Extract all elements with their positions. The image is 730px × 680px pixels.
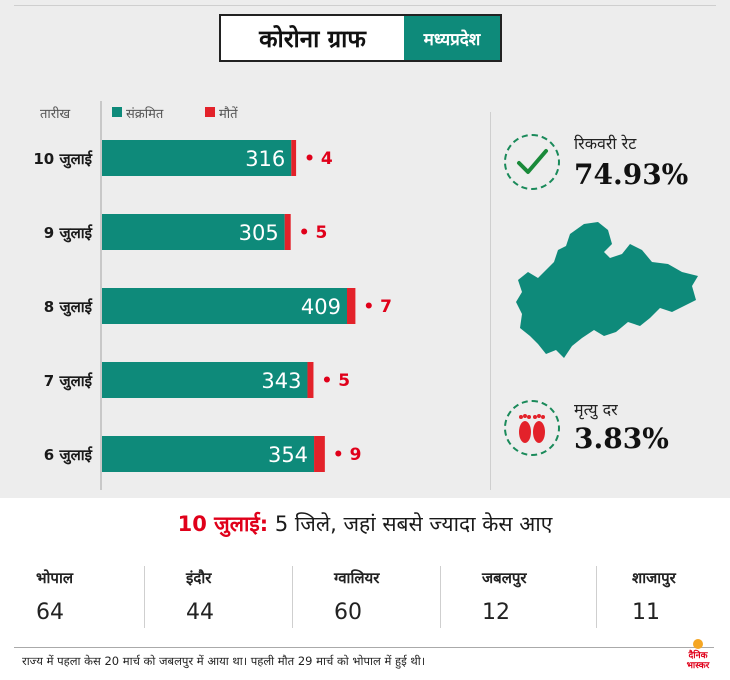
district-heading-text: 5 जिले, जहां सबसे ज्यादा केस आए <box>268 512 553 536</box>
bar-infected <box>102 436 315 472</box>
category-label: 10 जुलाई <box>33 150 92 168</box>
legend-swatch-deaths <box>205 107 215 117</box>
bar-deaths <box>291 140 297 176</box>
madhya-pradesh-map <box>516 222 698 358</box>
region-tag: मध्यप्रदेश <box>404 16 500 60</box>
district-item: ग्वालियर 60 <box>334 568 464 625</box>
bar-infected <box>102 140 292 176</box>
divider <box>144 566 145 628</box>
district-name: शाजापुर <box>632 569 676 587</box>
axis-label-date: तारीख <box>40 107 71 122</box>
divider <box>14 647 714 648</box>
district-item: जबलपुर 12 <box>482 568 612 625</box>
bar-chart: 316 • 4 305 • 5 409 • 7 343 • 5 354 • 9 <box>102 140 392 472</box>
category-label: 6 जुलाई <box>43 446 92 464</box>
footnote: राज्य में पहला केस 20 मार्च को जबलपुर मे… <box>22 654 426 668</box>
check-icon <box>504 134 560 190</box>
divider <box>14 5 716 6</box>
svg-text:दैनिक: दैनिक <box>687 649 708 661</box>
district-name: इंदौर <box>186 569 212 587</box>
data-label-infected: 316 <box>245 147 285 171</box>
category-label: 8 जुलाई <box>43 298 92 316</box>
category-label: 9 जुलाई <box>43 224 92 242</box>
recovery-rate-value: 74.93% <box>574 158 689 191</box>
district-heading: 10 जुलाई: 5 जिले, जहां सबसे ज्यादा केस आ… <box>0 510 730 538</box>
bar-deaths <box>347 288 356 324</box>
footprints-icon <box>504 400 560 456</box>
district-value: 11 <box>632 600 660 625</box>
data-label-deaths: • 5 <box>321 371 350 391</box>
divider <box>596 566 597 628</box>
bar-infected <box>102 214 285 250</box>
district-value: 12 <box>482 600 510 625</box>
mortality-rate-value: 3.83% <box>574 422 669 455</box>
mortality-rate-label: मृत्यु दर <box>574 400 618 419</box>
dainik-bhaskar-logo: दैनिक भास्कर <box>676 636 720 671</box>
bar-deaths <box>307 362 314 398</box>
district-item: भोपाल 64 <box>36 568 166 625</box>
recovery-rate-label: रिकवरी रेट <box>574 134 637 153</box>
district-item: इंदौर 44 <box>186 568 316 625</box>
district-value: 64 <box>36 600 64 625</box>
bar-deaths <box>314 436 325 472</box>
legend-label-deaths: मौतें <box>219 107 238 122</box>
data-label-infected: 305 <box>239 221 279 245</box>
data-label-deaths: • 5 <box>299 223 328 243</box>
page-title: कोरोना ग्राफ <box>259 24 366 53</box>
data-label-deaths: • 7 <box>363 297 392 317</box>
axis-line <box>100 101 102 490</box>
divider <box>440 566 441 628</box>
title-banner: कोरोना ग्राफ मध्यप्रदेश <box>219 14 502 62</box>
district-name: भोपाल <box>36 569 74 587</box>
divider <box>292 566 293 628</box>
bar-infected <box>102 288 347 324</box>
category-label: 7 जुलाई <box>43 372 92 390</box>
district-value: 44 <box>186 600 214 625</box>
legend-label-infected: संक्रमित <box>126 107 164 122</box>
data-label-infected: 354 <box>268 443 308 467</box>
bar-infected <box>102 362 308 398</box>
data-label-infected: 409 <box>301 295 341 319</box>
data-label-infected: 343 <box>261 369 301 393</box>
district-heading-date: 10 जुलाई: <box>177 512 269 536</box>
bar-deaths <box>284 214 291 250</box>
svg-text:भास्कर: भास्कर <box>687 661 710 670</box>
district-name: जबलपुर <box>482 569 527 587</box>
district-name: ग्वालियर <box>334 569 380 587</box>
legend-swatch-infected <box>112 107 122 117</box>
district-value: 60 <box>334 600 362 625</box>
district-item: शाजापुर 11 <box>632 568 730 625</box>
divider <box>490 112 491 490</box>
data-label-deaths: • 9 <box>333 445 362 465</box>
data-label-deaths: • 4 <box>304 149 333 169</box>
